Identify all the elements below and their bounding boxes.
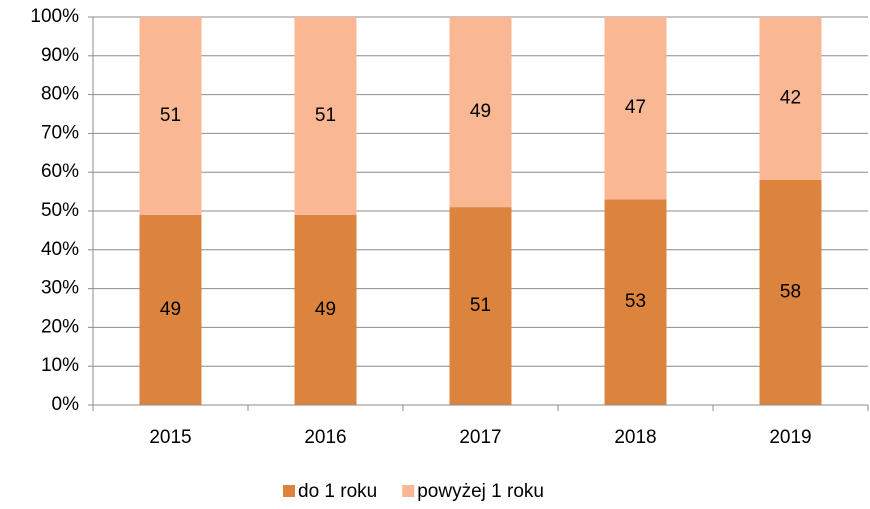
y-tick-label: 80% (41, 84, 79, 105)
bar-segment (449, 17, 512, 208)
bar-segment (139, 214, 202, 405)
y-tick-label: 60% (41, 161, 79, 182)
x-tick-label: 2017 (459, 427, 501, 448)
legend-label: do 1 roku (298, 481, 377, 502)
data-label: 51 (470, 295, 491, 316)
y-tick-label: 70% (41, 122, 79, 143)
bar-segment (604, 199, 667, 405)
data-label: 58 (780, 281, 801, 302)
bar-segment (294, 17, 357, 215)
data-label: 51 (315, 105, 336, 126)
legend-swatch (283, 485, 295, 497)
bar-segment (759, 17, 822, 180)
bar-segment (294, 214, 357, 405)
data-label: 47 (625, 97, 646, 118)
data-label: 51 (160, 105, 181, 126)
x-tick-label: 2016 (304, 427, 346, 448)
y-tick-label: 90% (41, 45, 79, 66)
data-label: 49 (315, 299, 336, 320)
y-tick-label: 20% (41, 316, 79, 337)
y-tick-label: 50% (41, 200, 79, 221)
bar-segment (604, 17, 667, 200)
y-tick-label: 0% (52, 394, 80, 415)
bar-segment (139, 17, 202, 215)
data-label: 49 (470, 101, 491, 122)
bar-segment (759, 179, 822, 405)
bar-segment (449, 207, 512, 405)
y-tick-label: 30% (41, 278, 79, 299)
data-label: 42 (780, 87, 801, 108)
legend-swatch (402, 485, 415, 497)
data-label: 49 (160, 299, 181, 320)
data-label: 53 (625, 291, 646, 312)
y-tick-label: 100% (30, 6, 79, 27)
y-tick-label: 10% (41, 355, 79, 376)
legend-label: powyżej 1 roku (417, 481, 544, 502)
x-tick-label: 2019 (769, 427, 811, 448)
x-tick-label: 2015 (149, 427, 191, 448)
y-tick-label: 40% (41, 239, 79, 260)
x-tick-label: 2018 (614, 427, 656, 448)
